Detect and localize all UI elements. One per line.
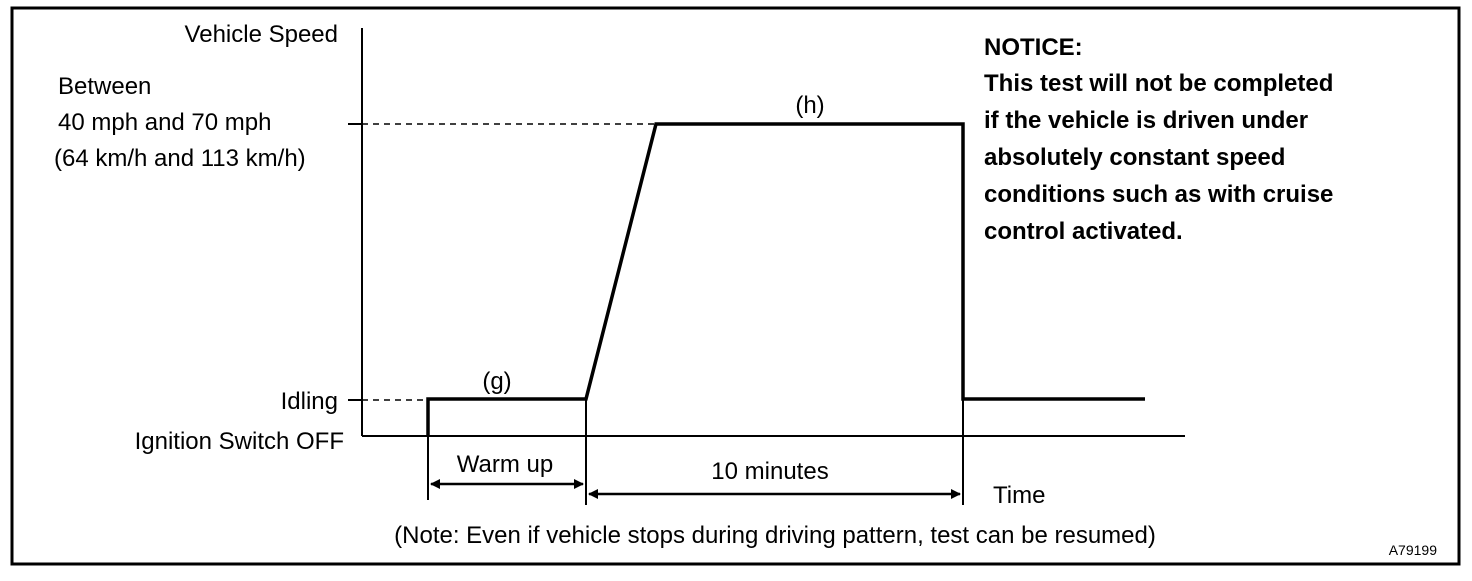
speed-label-line2: 40 mph and 70 mph [58,109,271,136]
footnote: (Note: Even if vehicle stops during driv… [394,522,1156,549]
notice-line: conditions such as with cruise [984,181,1333,208]
notice-line: absolutely constant speed [984,144,1285,171]
idling-label: Idling [281,388,338,415]
notice-line: control activated. [984,218,1183,245]
warmup-segment-marker: (g) [482,368,511,395]
notice-line: This test will not be completed [984,70,1333,97]
speed-label-line1: Between [58,73,151,100]
warmup-duration-label: Warm up [457,451,553,478]
cruise-segment-marker: (h) [795,92,824,119]
ignition-off-label: Ignition Switch OFF [135,428,344,455]
diagram-border [10,6,1461,566]
y-axis-title: Vehicle Speed [185,21,338,48]
figure-id: A79199 [1389,542,1437,558]
cruise-duration-label: 10 minutes [711,458,828,485]
notice-heading: NOTICE: [984,34,1083,61]
notice-line: if the vehicle is driven under [984,107,1308,134]
speed-label-line3: (64 km/h and 113 km/h) [54,145,306,172]
x-axis-title: Time [993,482,1045,509]
